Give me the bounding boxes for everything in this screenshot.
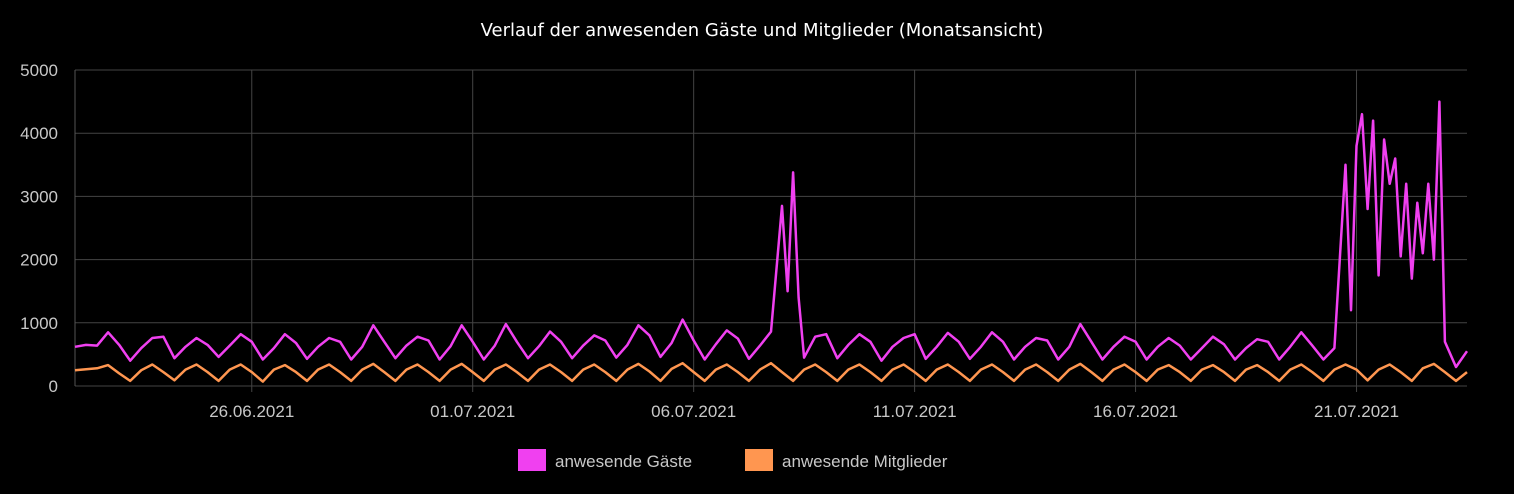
y-tick-label: 5000 <box>20 61 58 80</box>
y-tick-label: 1000 <box>20 314 58 333</box>
x-tick-label: 26.06.2021 <box>209 402 294 421</box>
legend-label: anwesende Gäste <box>555 452 692 471</box>
y-tick-label: 2000 <box>20 251 58 270</box>
x-tick-label: 01.07.2021 <box>430 402 515 421</box>
legend-item-1[interactable]: anwesende Mitglieder <box>745 449 948 471</box>
y-tick-label: 4000 <box>20 124 58 143</box>
series-line-1 <box>74 361 1468 383</box>
series-line-0 <box>74 100 1469 369</box>
legend-swatch <box>745 449 773 471</box>
legend-swatch <box>518 449 546 471</box>
legend[interactable]: anwesende Gäste anwesende Mitglieder <box>518 449 948 471</box>
series-layer <box>74 100 1469 383</box>
y-axis-ticks: 0 1000 2000 3000 4000 5000 <box>20 61 58 396</box>
x-tick-label: 06.07.2021 <box>651 402 736 421</box>
y-tick-label: 3000 <box>20 187 58 206</box>
x-tick-label: 21.07.2021 <box>1314 402 1399 421</box>
chart-title: Verlauf der anwesenden Gäste und Mitglie… <box>481 20 1044 41</box>
y-tick-label: 0 <box>49 377 58 396</box>
x-tick-label: 16.07.2021 <box>1093 402 1178 421</box>
x-axis-ticks: 26.06.2021 01.07.2021 06.07.2021 11.07.2021… <box>209 402 1399 421</box>
legend-item-0[interactable]: anwesende Gäste <box>518 449 692 471</box>
legend-label: anwesende Mitglieder <box>782 452 948 471</box>
x-tick-label: 11.07.2021 <box>873 402 957 421</box>
